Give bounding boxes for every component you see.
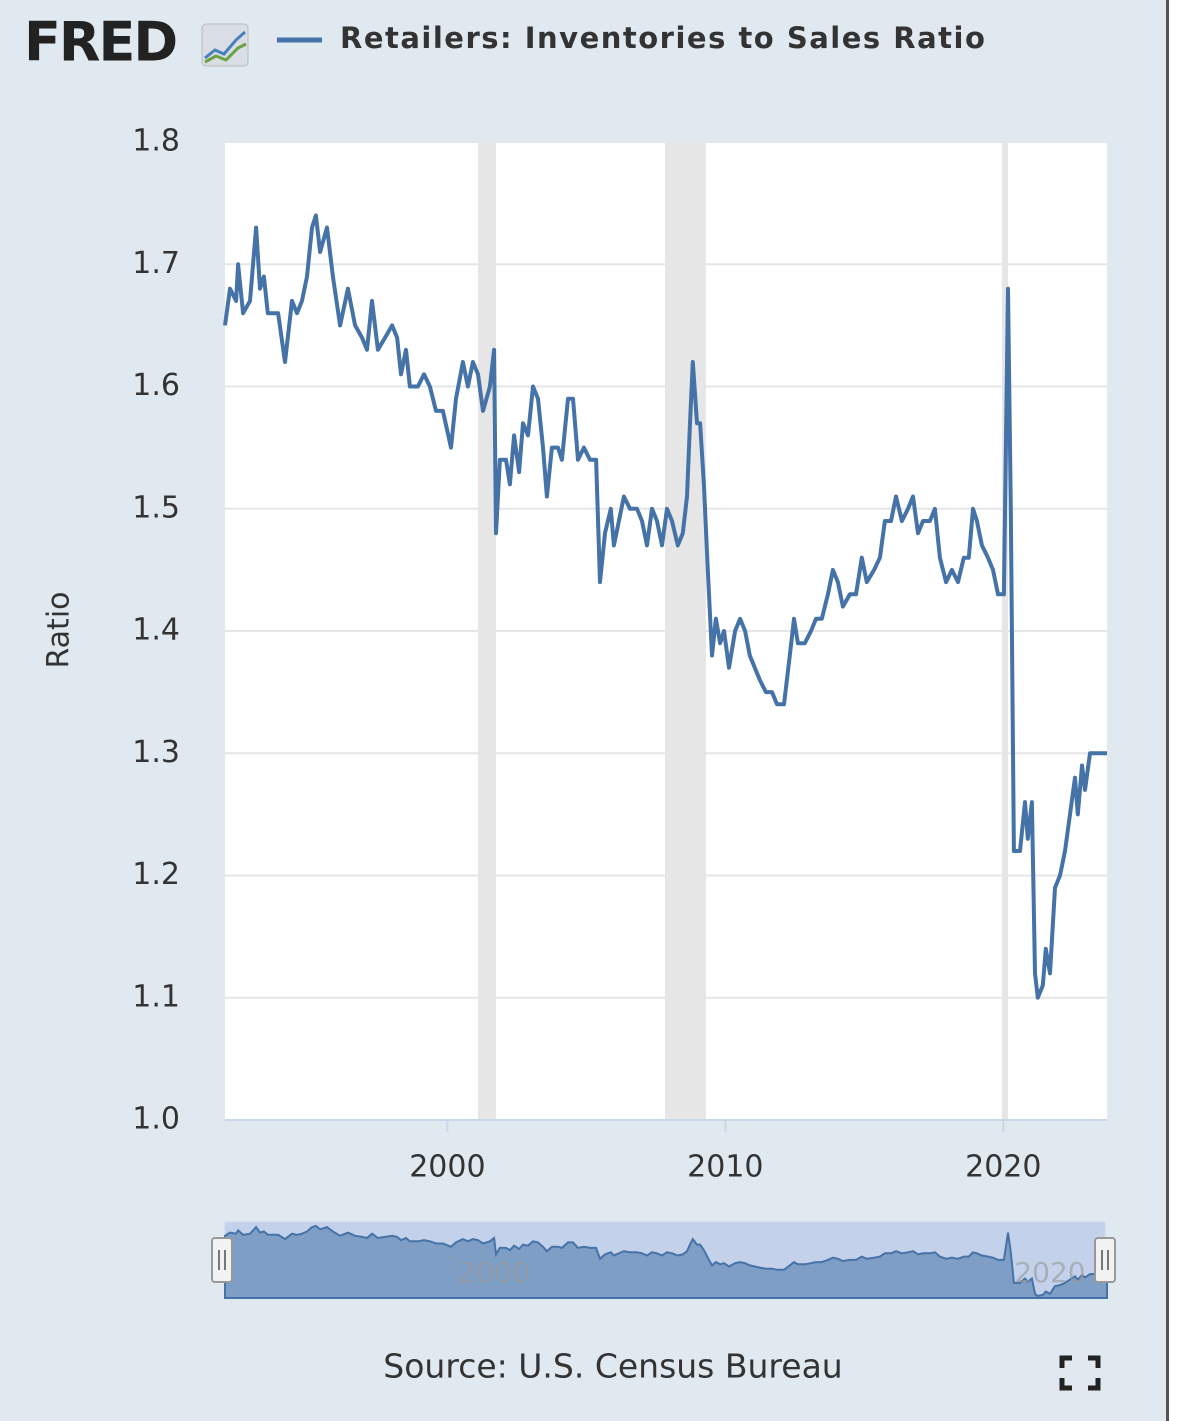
navigator-handle[interactable]: [211, 1237, 233, 1283]
x-tick-label: 2000: [409, 1150, 485, 1185]
logo: FRED: [24, 11, 176, 74]
y-tick-label: 1.4: [132, 613, 180, 648]
y-tick-label: 1.0: [132, 1102, 180, 1137]
navigator-handle-grip: [218, 1250, 226, 1270]
frame-margin: [1169, 0, 1179, 1421]
navigator-area: [224, 1224, 1108, 1299]
y-tick-label: 1.5: [132, 490, 180, 525]
y-tick-label: 1.3: [132, 735, 180, 770]
legend-label: Retailers: Inventories to Sales Ratio: [340, 21, 986, 55]
navigator-label: 2000: [458, 1256, 529, 1289]
y-tick-label: 1.2: [132, 857, 180, 892]
navigator-handle-grip: [1101, 1250, 1109, 1270]
y-tick-label: 1.7: [132, 246, 180, 281]
logo-icon: [201, 23, 249, 67]
y-tick-label: 1.6: [132, 368, 180, 403]
y-tick-label: 1.8: [132, 124, 180, 159]
y-axis-title: Ratio: [42, 591, 77, 668]
navigator-handle[interactable]: [1094, 1237, 1116, 1283]
y-tick-label: 1.1: [132, 979, 180, 1014]
frame-edge: [1166, 0, 1169, 1421]
x-tick-label: 2020: [965, 1150, 1041, 1185]
navigator-label: 2020: [1014, 1256, 1085, 1289]
x-tick-label: 2010: [687, 1150, 763, 1185]
fullscreen-button[interactable]: [1059, 1355, 1101, 1391]
data-line: [223, 213, 1107, 1000]
source-note: Source: U.S. Census Bureau: [383, 1347, 842, 1386]
